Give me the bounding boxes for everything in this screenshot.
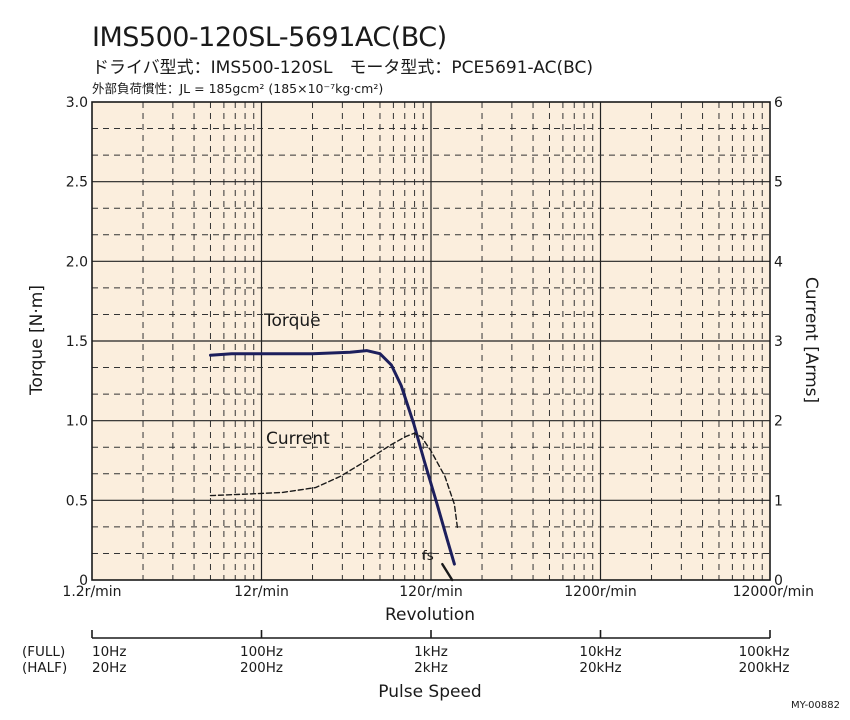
y2-tick-label: 5 (774, 175, 783, 191)
x-tick-label: 1200r/min (564, 584, 637, 600)
y2-tick-label: 1 (774, 493, 783, 509)
pulse-speed-title: Pulse Speed (378, 682, 481, 702)
pulse-full-label: 1kHz (414, 644, 448, 660)
grid (91, 101, 771, 581)
y2-tick-label: 3 (774, 334, 783, 350)
fs-curve-label: fs (422, 548, 434, 564)
chart-title: IMS500-120SL-5691AC(BC) (92, 22, 447, 53)
series-fs-line (441, 562, 454, 582)
y2-axis-title: Current [Arms] (801, 277, 821, 403)
x-axis-title: Revolution (385, 605, 475, 625)
series-layer (209, 349, 459, 582)
x-tick-label: 1.2r/min (62, 584, 121, 600)
current-curve-label: Current (266, 429, 330, 449)
y-tick-label: 2.5 (66, 175, 88, 191)
plot-frame (91, 101, 771, 581)
y-tick-label: 3.0 (66, 95, 88, 111)
pulse-half-label: 20Hz (92, 660, 126, 676)
series-current-line (209, 432, 459, 529)
chart-subtitle: ドライバ型式：IMS500-120SL モータ型式：PCE5691-AC(BC) (92, 58, 593, 78)
torque-curve-label: Torque (263, 311, 321, 331)
pulse-full-label: 100Hz (240, 644, 283, 660)
y2-tick-label: 6 (774, 95, 783, 111)
y-tick-label: 1.0 (66, 414, 88, 430)
y2-tick-label: 4 (774, 254, 783, 270)
series-torque-line (209, 349, 456, 566)
y-tick-label: 0.5 (66, 493, 88, 509)
y2-tick-label: 0 (774, 573, 783, 589)
y-axis-title: Torque [N·m] (27, 285, 47, 396)
y2-tick-label: 2 (774, 414, 783, 430)
figure-code: MY-00882 (791, 700, 840, 711)
pulse-half-label: 2kHz (414, 660, 448, 676)
pulse-half-label: 200Hz (240, 660, 283, 676)
y-tick-label: 0 (79, 573, 88, 589)
y-tick-label: 1.5 (66, 334, 88, 350)
tick-labels: 0 0.5 1.0 1.5 2.0 2.5 3.0 0 1 2 3 4 5 6 1.2r/min 12r/mi… (62, 95, 814, 600)
load-inertia-note: 外部負荷慣性：JL = 185gcm² (185×10⁻⁷kg·cm²) (92, 81, 383, 96)
pulse-half-label: 200kHz (739, 660, 790, 676)
pulse-full-label: 100kHz (739, 644, 790, 660)
pulse-full-label: 10kHz (579, 644, 621, 660)
pulse-half-label: 20kHz (579, 660, 621, 676)
pulse-full-label: 10Hz (92, 644, 126, 660)
x-tick-label: 120r/min (399, 584, 463, 600)
pulse-mode-full: (FULL) (22, 644, 65, 660)
pulse-mode-half: (HALF) (22, 660, 67, 676)
x-tick-label: 12000r/min (733, 584, 814, 600)
x-tick-label: 12r/min (234, 584, 289, 600)
y-tick-label: 2.0 (66, 254, 88, 270)
